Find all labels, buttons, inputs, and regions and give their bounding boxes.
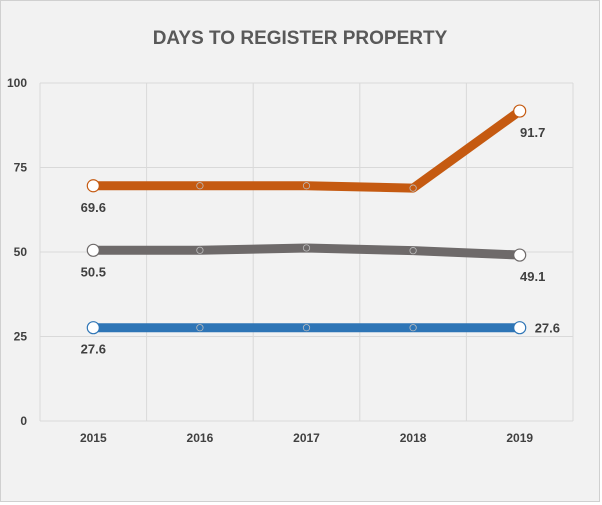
data-label: 27.6	[81, 342, 106, 357]
data-point	[513, 248, 527, 262]
x-tick-label: 2015	[80, 431, 107, 445]
data-point	[409, 184, 417, 192]
x-tick-label: 2019	[506, 431, 533, 445]
data-point	[409, 247, 417, 255]
data-point	[86, 321, 100, 335]
data-point	[196, 246, 204, 254]
y-axis-ticks: 0 25 50 75 100	[7, 76, 27, 428]
data-labels: 69.6 91.7 50.5 49.1 27.6 27.6	[81, 125, 560, 357]
data-point	[86, 179, 100, 193]
data-point	[302, 182, 311, 190]
x-tick-label: 2016	[187, 431, 214, 445]
data-point	[196, 324, 204, 332]
y-tick-label: 25	[14, 330, 28, 344]
data-point	[513, 321, 527, 335]
data-point	[302, 244, 311, 252]
data-label: 91.7	[520, 125, 545, 140]
data-point	[513, 104, 527, 118]
x-tick-label: 2017	[293, 431, 320, 445]
series-markers	[86, 104, 527, 335]
data-label: 49.1	[520, 269, 545, 284]
y-tick-label: 75	[14, 161, 28, 175]
y-tick-label: 0	[20, 414, 27, 428]
data-label: 50.5	[81, 264, 106, 279]
chart-title: DAYS TO REGISTER PROPERTY	[153, 28, 448, 49]
x-axis-ticks: 2015 2016 2017 2018 2019	[80, 431, 533, 445]
data-point	[302, 324, 311, 332]
data-label: 69.6	[81, 200, 106, 215]
x-tick-label: 2018	[400, 431, 427, 445]
data-point	[86, 243, 100, 257]
data-point	[409, 324, 417, 332]
data-label: 27.6	[535, 321, 560, 336]
y-tick-label: 100	[7, 76, 27, 90]
y-tick-label: 50	[14, 245, 28, 259]
data-point	[196, 182, 204, 190]
